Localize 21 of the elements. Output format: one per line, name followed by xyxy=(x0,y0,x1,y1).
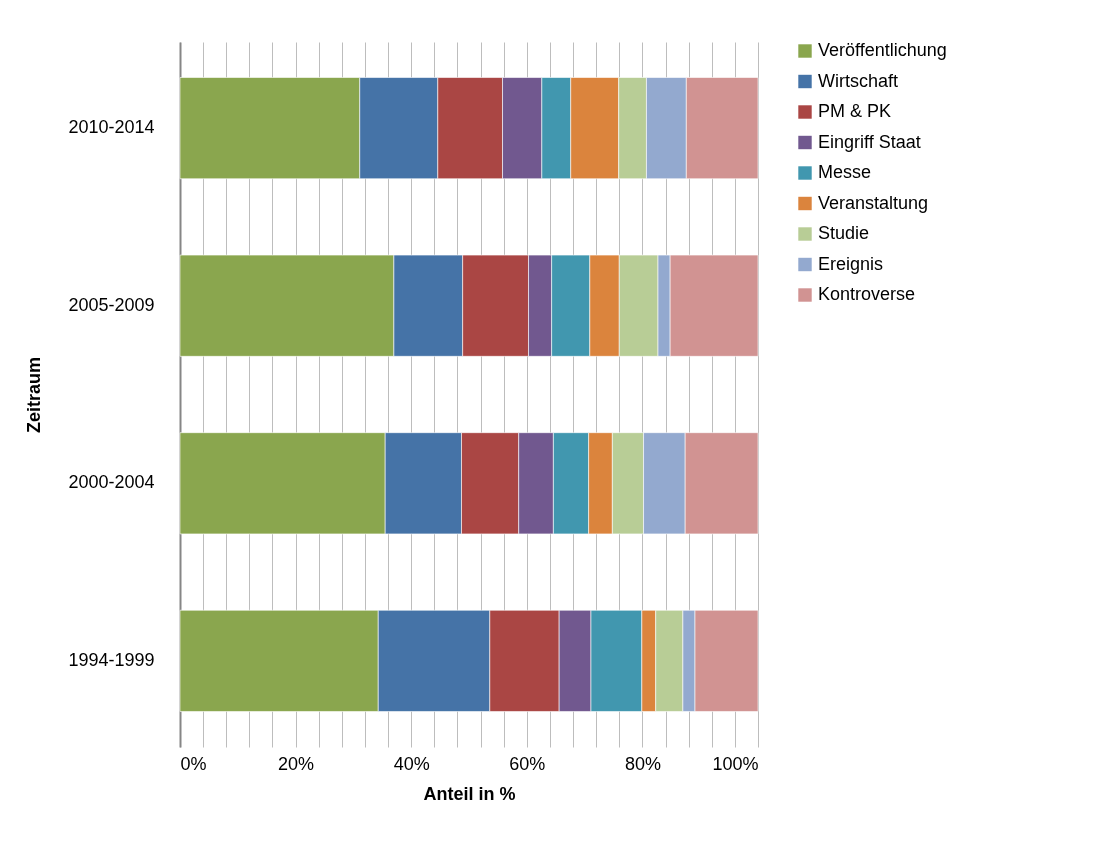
x-tick-label: 40% xyxy=(393,753,430,774)
x-tick-label: 0% xyxy=(180,753,207,774)
legend-label: Kontroverse xyxy=(818,284,916,304)
x-tick-label: 80% xyxy=(624,753,661,774)
y-tick-label: 2005-2009 xyxy=(68,294,155,315)
y-tick-label: 1994-1999 xyxy=(68,649,155,670)
legend-label: Messe xyxy=(818,162,872,182)
legend-label: Wirtschaft xyxy=(818,70,899,91)
legend-label: Veröffentlichung xyxy=(818,40,947,60)
x-tick-label: 60% xyxy=(509,753,546,774)
legend-label: PM & PK xyxy=(818,101,892,121)
x-tick-label: 20% xyxy=(278,753,315,774)
legend-label: Veranstaltung xyxy=(818,192,929,213)
y-axis-title: Zeitraum xyxy=(24,356,45,434)
legend-label: Eingriff Staat xyxy=(818,131,921,152)
legend-label: Studie xyxy=(818,223,870,243)
legend-label: Ereignis xyxy=(818,253,884,274)
y-tick-label: 2000-2004 xyxy=(68,472,155,493)
x-tick-label: 100% xyxy=(712,753,759,774)
y-tick-label: 2010-2014 xyxy=(68,117,155,138)
x-axis-title: Anteil in % xyxy=(423,783,516,804)
